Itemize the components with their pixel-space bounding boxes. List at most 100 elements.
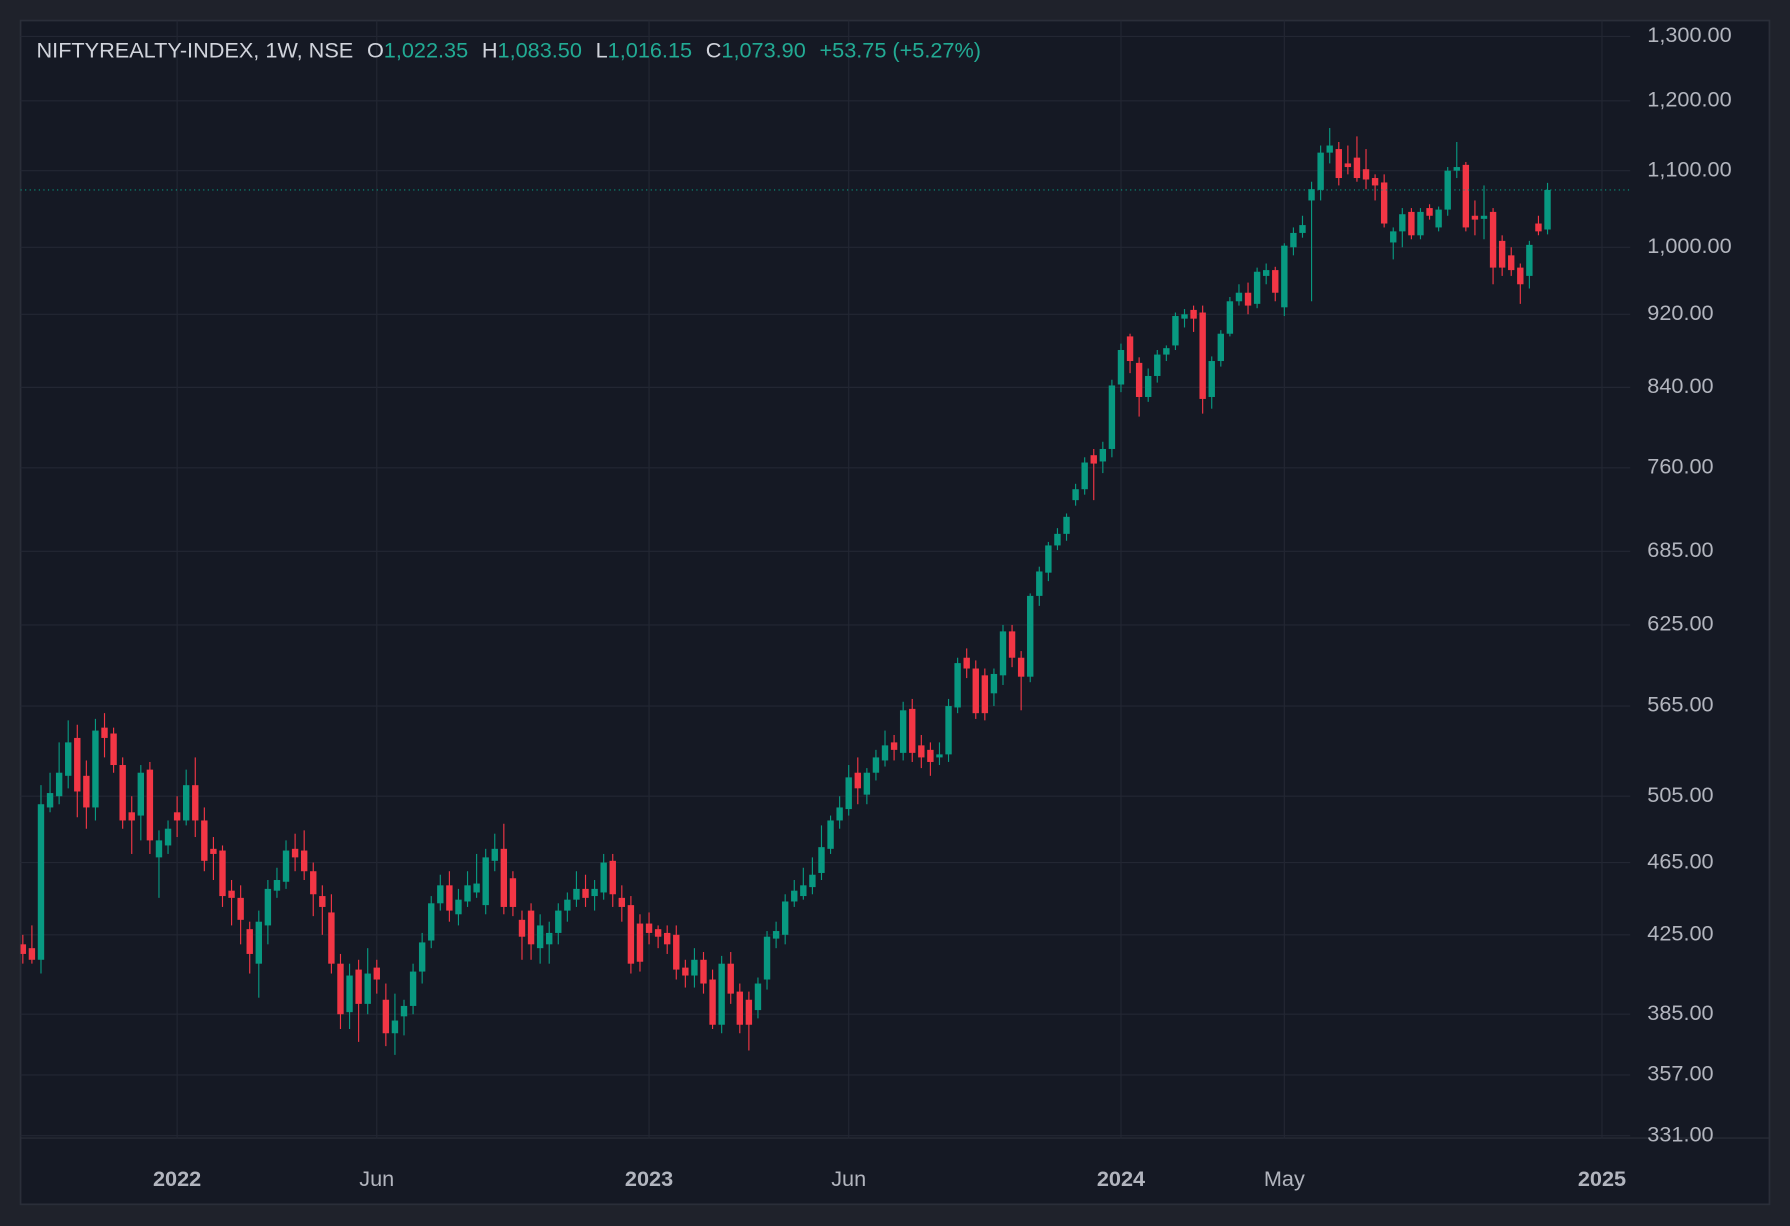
y-tick-label: 920.00	[1647, 300, 1713, 325]
y-tick-label: 1,000.00	[1647, 233, 1731, 258]
candle-body	[555, 910, 562, 933]
labels: 331.00 357.00 385.00 425.00 465.00 505.00 565.…	[153, 22, 1732, 1191]
candle-body	[1335, 149, 1342, 179]
candle-body	[1544, 189, 1551, 230]
candle-body	[1054, 533, 1061, 546]
y-tick-label: 625.00	[1647, 611, 1713, 636]
open-value: 1,022.35	[384, 37, 468, 62]
candle-body	[981, 675, 989, 714]
candle-body	[872, 757, 880, 773]
candle-body	[192, 785, 199, 821]
candle-body	[146, 769, 154, 841]
candle-body	[1172, 316, 1179, 346]
candle-body	[582, 888, 589, 898]
y-tick-label: 1,300.00	[1647, 22, 1731, 47]
candle-body	[1253, 271, 1261, 304]
candle-body	[736, 991, 743, 1025]
candle-body	[1181, 314, 1188, 319]
candle-body	[718, 963, 725, 1025]
candle-body	[65, 742, 72, 776]
candle-body	[182, 785, 190, 821]
candle-body	[1262, 270, 1270, 276]
candle-body	[990, 673, 998, 694]
candle-body	[700, 959, 707, 984]
candle-body	[46, 793, 54, 808]
candle-body	[1498, 240, 1506, 268]
chart-header: NIFTYREALTY-INDEX, 1W, NSE O1,022.35 H1,08…	[37, 37, 981, 62]
candle-body	[20, 944, 27, 954]
y-tick-label: 1,200.00	[1647, 87, 1731, 112]
candle-body	[664, 932, 671, 945]
candle-body	[763, 936, 771, 980]
candle-body	[1299, 225, 1306, 233]
candle-body	[936, 754, 943, 758]
candle-body	[1426, 208, 1433, 216]
candle-body	[618, 897, 626, 907]
candle-body	[382, 999, 390, 1034]
candle-body	[110, 733, 117, 766]
candle-body	[373, 967, 380, 980]
candle-body	[1117, 349, 1125, 385]
candle-body	[92, 730, 99, 808]
candle-body	[827, 820, 834, 849]
candle-body	[1199, 312, 1206, 399]
candle-body	[128, 812, 135, 821]
candle-body	[881, 745, 889, 761]
candle-body	[219, 850, 226, 897]
candle-body	[173, 812, 181, 821]
candle-body	[1489, 211, 1497, 268]
candle-body	[909, 708, 916, 753]
candle-body	[418, 942, 426, 972]
candle-body	[1017, 657, 1025, 677]
candle-body	[809, 874, 816, 888]
candle-body	[1444, 170, 1451, 210]
y-tick-label: 357.00	[1647, 1061, 1713, 1086]
x-tick-label: 2022	[153, 1166, 201, 1191]
candle-body	[999, 631, 1007, 676]
candle-body	[455, 899, 462, 915]
candle-body	[1108, 385, 1116, 449]
candle-body	[328, 912, 335, 964]
candle-body	[119, 765, 126, 821]
candle-body	[573, 888, 580, 900]
high-label: H	[482, 37, 498, 62]
y-tick-label: 1,100.00	[1647, 156, 1731, 181]
candle-body	[1008, 631, 1016, 658]
candle-body	[509, 878, 517, 907]
candle-body	[337, 963, 344, 1015]
symbol: NIFTYREALTY-INDEX, 1W, NSE	[37, 37, 354, 62]
candle-body	[1290, 232, 1297, 248]
x-tick-label: 2025	[1578, 1166, 1626, 1191]
candle-body	[500, 848, 508, 907]
x-tick-label: Jun	[359, 1166, 394, 1191]
candle-body	[1217, 333, 1225, 362]
candle-body	[37, 804, 45, 960]
candle-body	[1317, 152, 1324, 190]
candle-body	[28, 948, 36, 960]
x-tick-label: Jun	[831, 1166, 866, 1191]
candle-body	[1308, 189, 1315, 201]
candle-body	[446, 885, 453, 911]
candle-body	[428, 903, 435, 941]
candle-body	[800, 885, 807, 897]
candle-body	[83, 775, 90, 808]
candle-body	[55, 772, 63, 797]
candle-body	[400, 1005, 408, 1017]
candle-body	[727, 963, 734, 994]
candle-body	[137, 772, 145, 816]
candle-body	[310, 871, 317, 895]
candle-body	[954, 663, 961, 708]
candle-body	[863, 772, 871, 795]
candle-body	[201, 820, 208, 861]
candle-body	[1235, 292, 1243, 302]
candle-body	[1435, 209, 1442, 228]
candle-body	[246, 929, 253, 954]
candle-body	[1027, 595, 1034, 677]
candle-body	[1272, 270, 1279, 293]
candle-body	[673, 934, 680, 970]
candle-body	[1063, 516, 1070, 534]
candle-body	[1535, 223, 1542, 232]
candle-body	[854, 772, 861, 789]
candle-body	[636, 923, 644, 962]
